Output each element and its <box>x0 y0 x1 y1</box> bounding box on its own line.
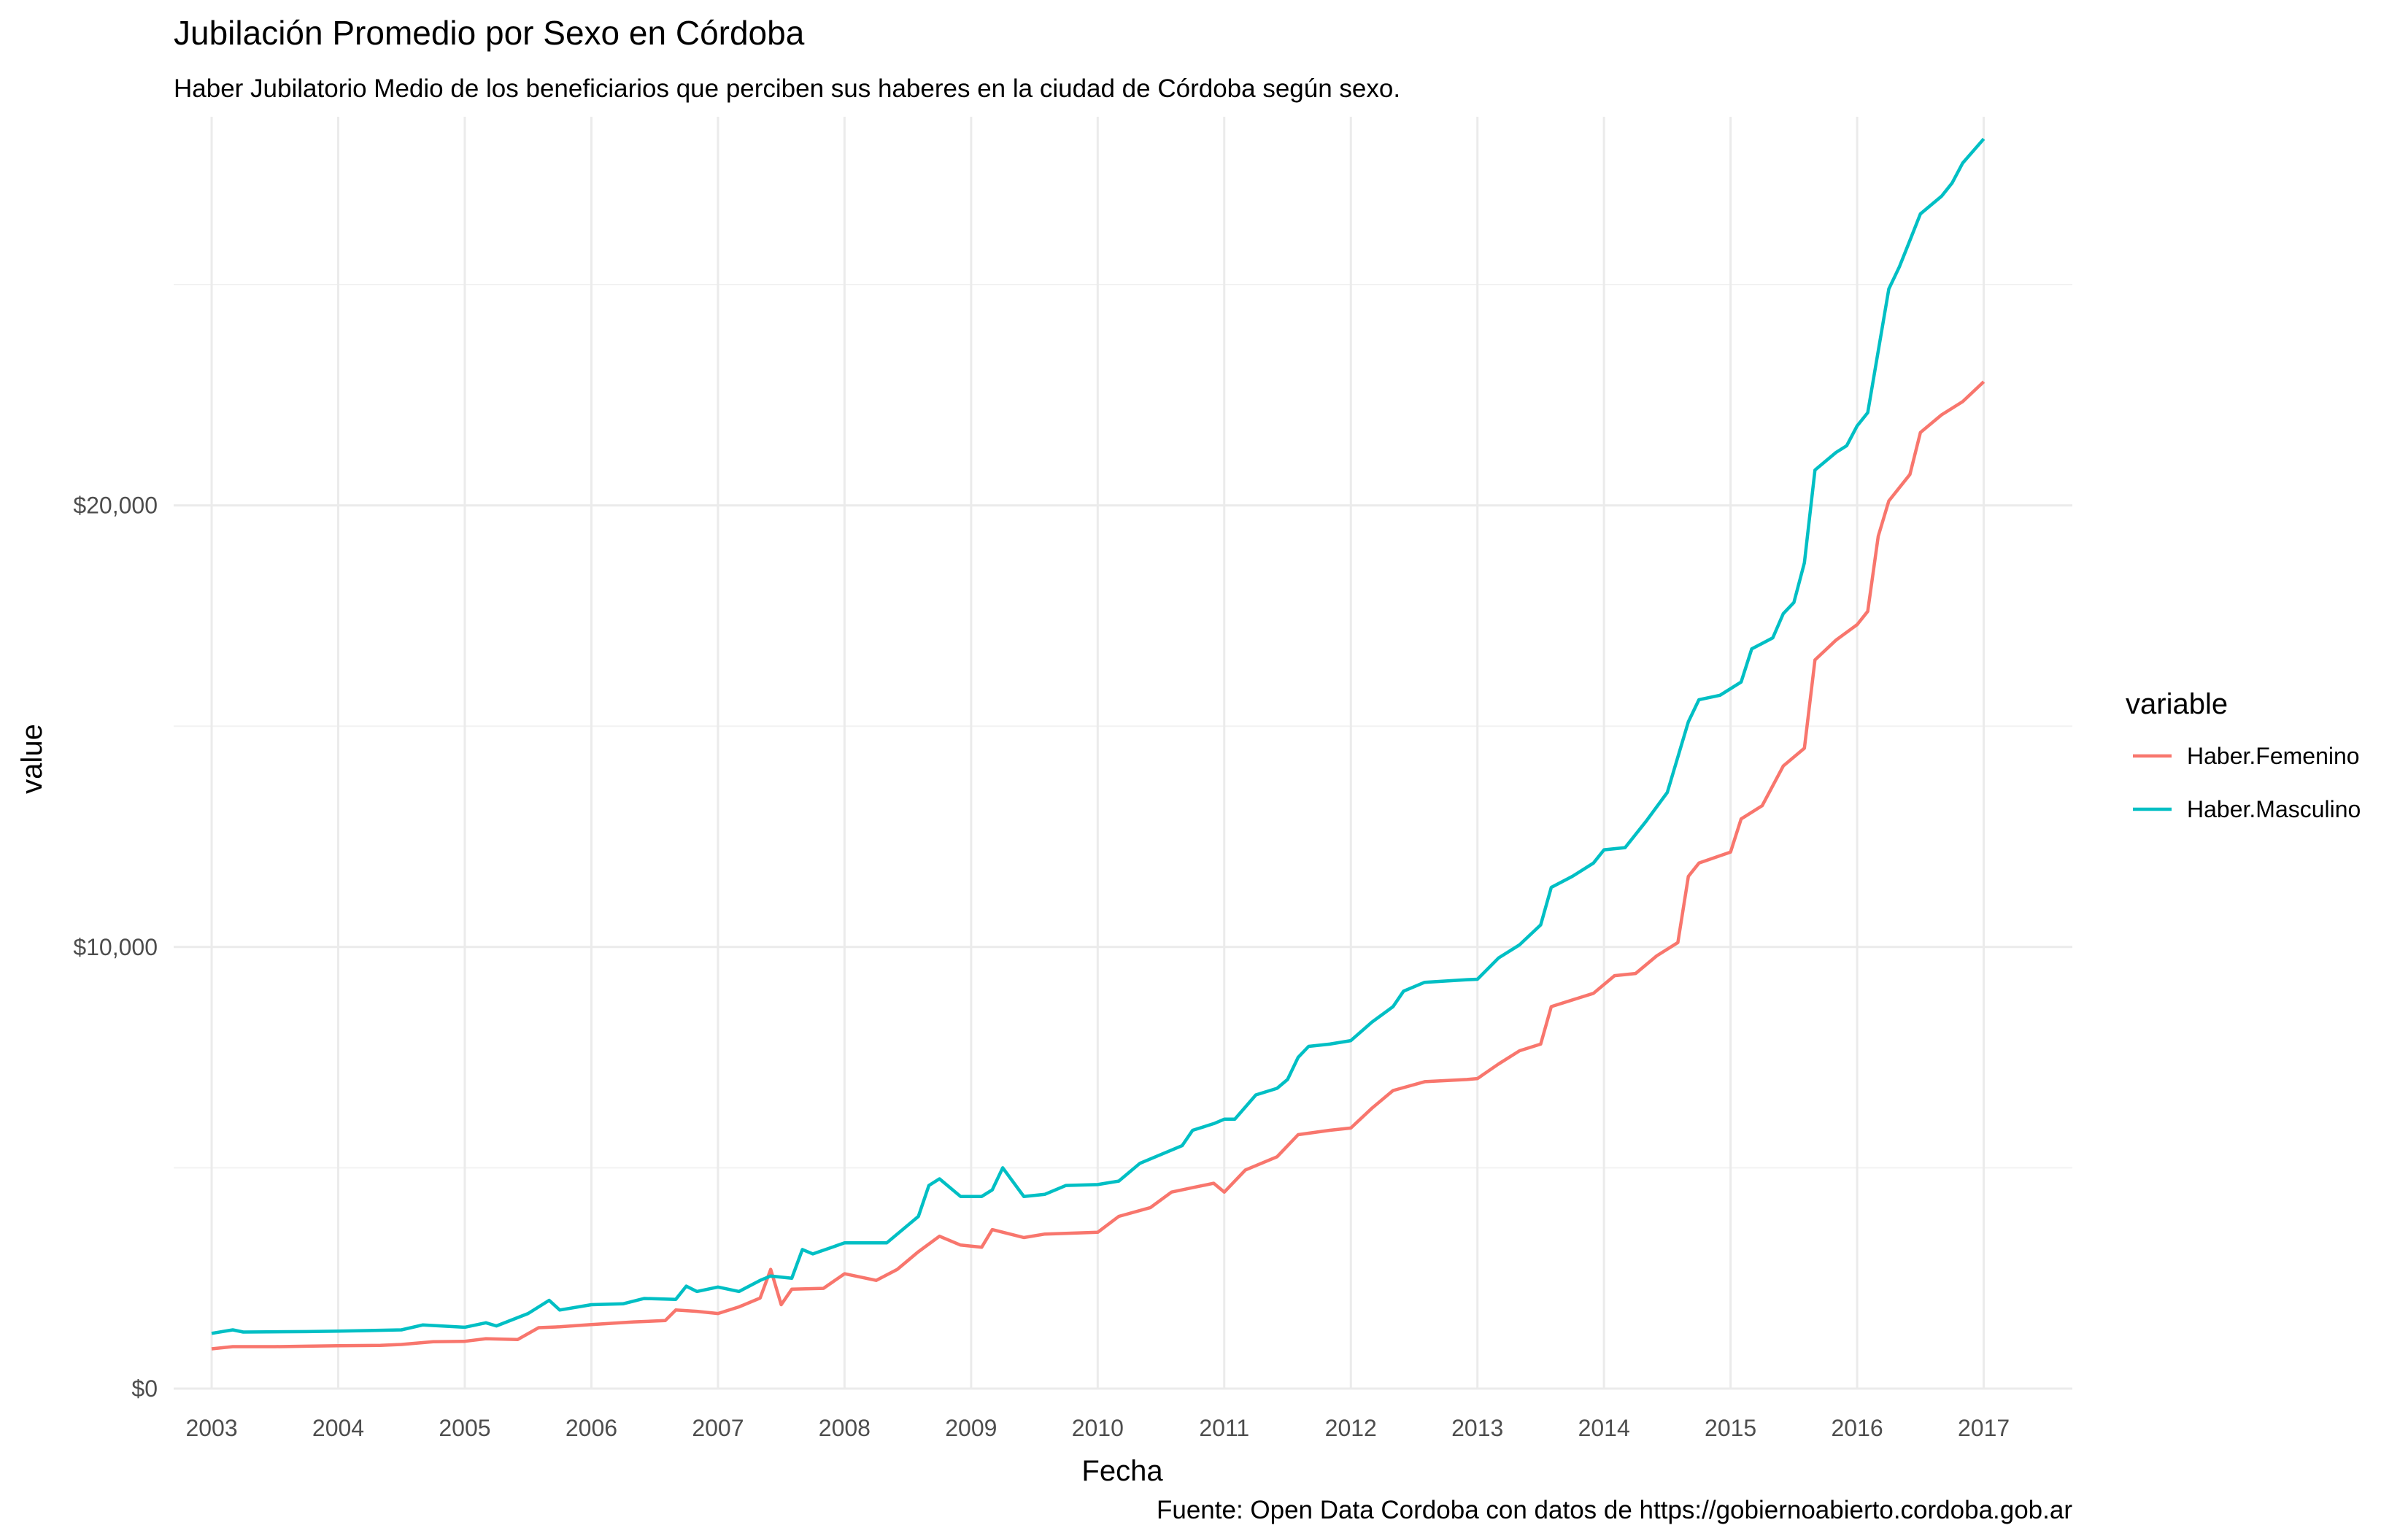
x-tick-label: 2004 <box>312 1415 364 1441</box>
y-axis-ticks: $0 $10,000 $20,000 <box>73 493 158 1402</box>
legend-title: variable <box>2126 688 2228 720</box>
x-tick-label: 2008 <box>819 1415 871 1441</box>
x-tick-label: 2009 <box>945 1415 997 1441</box>
x-tick-label: 2011 <box>1199 1415 1249 1441</box>
legend-items: Haber.Femenino Haber.Masculino <box>2133 743 2361 822</box>
x-tick-label: 2005 <box>439 1415 490 1441</box>
x-tick-label: 2012 <box>1325 1415 1377 1441</box>
x-tick-label: 2017 <box>1958 1415 2010 1441</box>
chart-title: Jubilación Promedio por Sexo en Córdoba <box>174 14 805 52</box>
x-tick-label: 2007 <box>692 1415 744 1441</box>
y-tick-label: $10,000 <box>73 934 158 960</box>
x-tick-label: 2013 <box>1451 1415 1503 1441</box>
y-tick-label: $0 <box>131 1375 158 1402</box>
legend-label: Haber.Femenino <box>2187 743 2360 769</box>
x-tick-label: 2003 <box>185 1415 237 1441</box>
y-axis-title: value <box>16 724 48 794</box>
x-axis-ticks: 2003 2004 2005 2006 2007 2008 2009 2010 2011 2012… <box>185 1415 2010 1441</box>
x-tick-label: 2014 <box>1578 1415 1630 1441</box>
legend: variable Haber.Femenino Haber.Masculino <box>2126 688 2361 822</box>
series-lines <box>211 137 1986 1351</box>
y-tick-label: $20,000 <box>73 493 158 519</box>
x-tick-label: 2010 <box>1072 1415 1124 1441</box>
legend-label: Haber.Masculino <box>2187 796 2361 822</box>
chart-caption: Fuente: Open Data Cordoba con datos de h… <box>1157 1496 2072 1524</box>
grid <box>174 117 2072 1390</box>
x-tick-label: 2015 <box>1705 1415 1756 1441</box>
x-tick-label: 2016 <box>1832 1415 1883 1441</box>
series-line-haber-masculino <box>211 137 1986 1335</box>
x-axis-title: Fecha <box>1081 1455 1163 1487</box>
series-line-haber-femenino <box>211 380 1986 1351</box>
chart-subtitle: Haber Jubilatorio Medio de los beneficia… <box>174 74 1400 103</box>
x-tick-label: 2006 <box>566 1415 617 1441</box>
